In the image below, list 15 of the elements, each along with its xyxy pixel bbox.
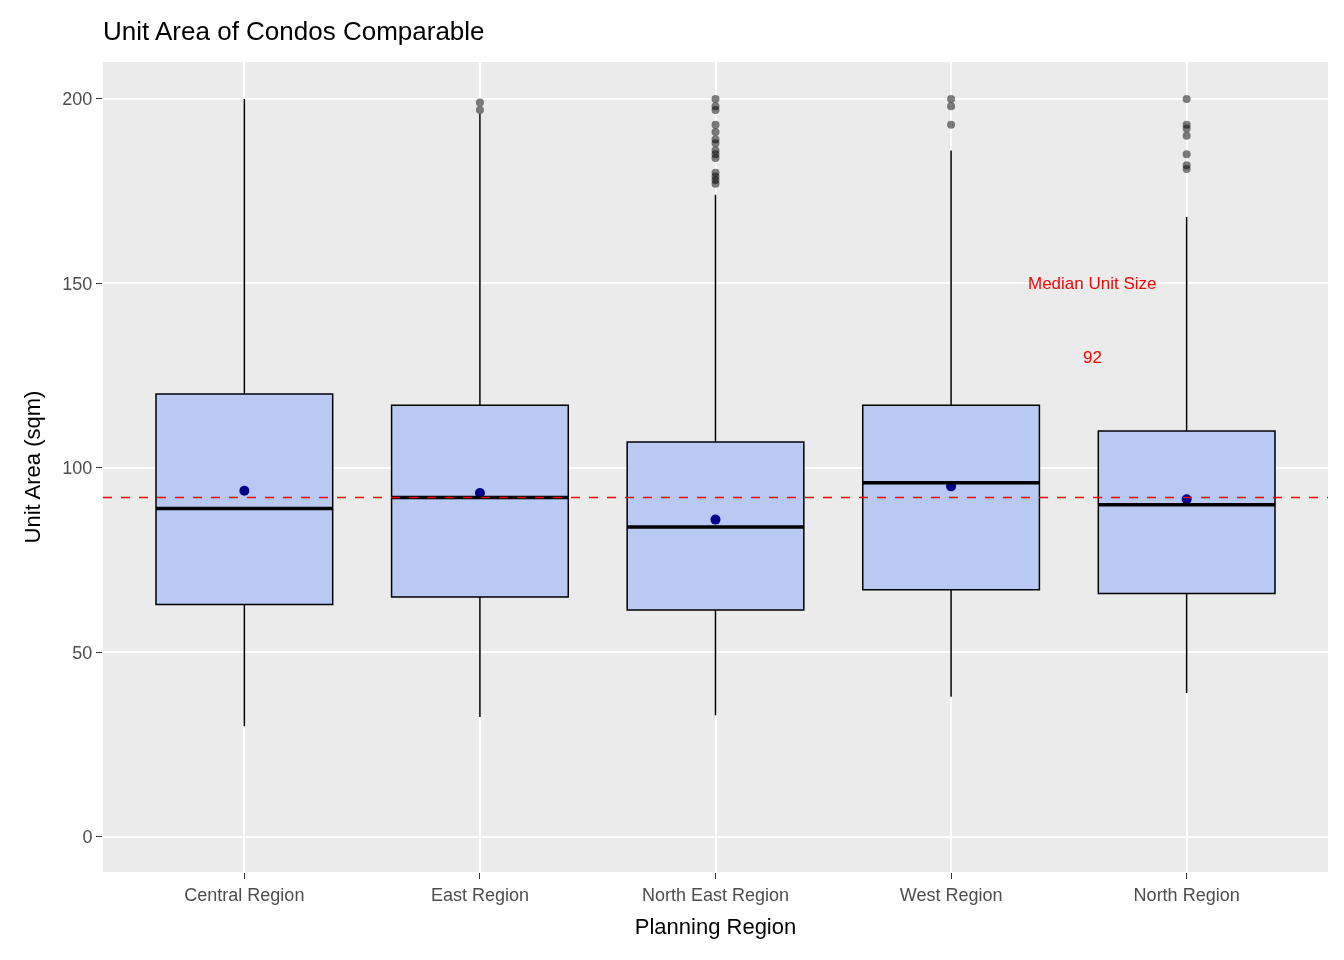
y-tick-label: 100 — [62, 458, 93, 479]
x-tick-label: North East Region — [641, 884, 790, 905]
y-tick-label: 200 — [62, 89, 93, 110]
annotation: 92 — [1083, 348, 1102, 367]
x-tick-label: East Region — [430, 884, 529, 905]
x-tick-label: West Region — [899, 884, 1003, 905]
y-tick-label: 0 — [82, 827, 93, 848]
y-tick-label: 50 — [72, 642, 93, 663]
y-tick-label: 150 — [62, 273, 93, 294]
x-tick-label: Central Region — [184, 884, 305, 905]
x-tick-label: North Region — [1133, 884, 1240, 905]
annotation: Median Unit Size — [1028, 274, 1157, 293]
y-axis-title: Unit Area (sqm) — [20, 390, 46, 544]
chart-title: Unit Area of Condos Comparable — [103, 15, 485, 46]
x-axis-title: Planning Region — [634, 914, 797, 940]
